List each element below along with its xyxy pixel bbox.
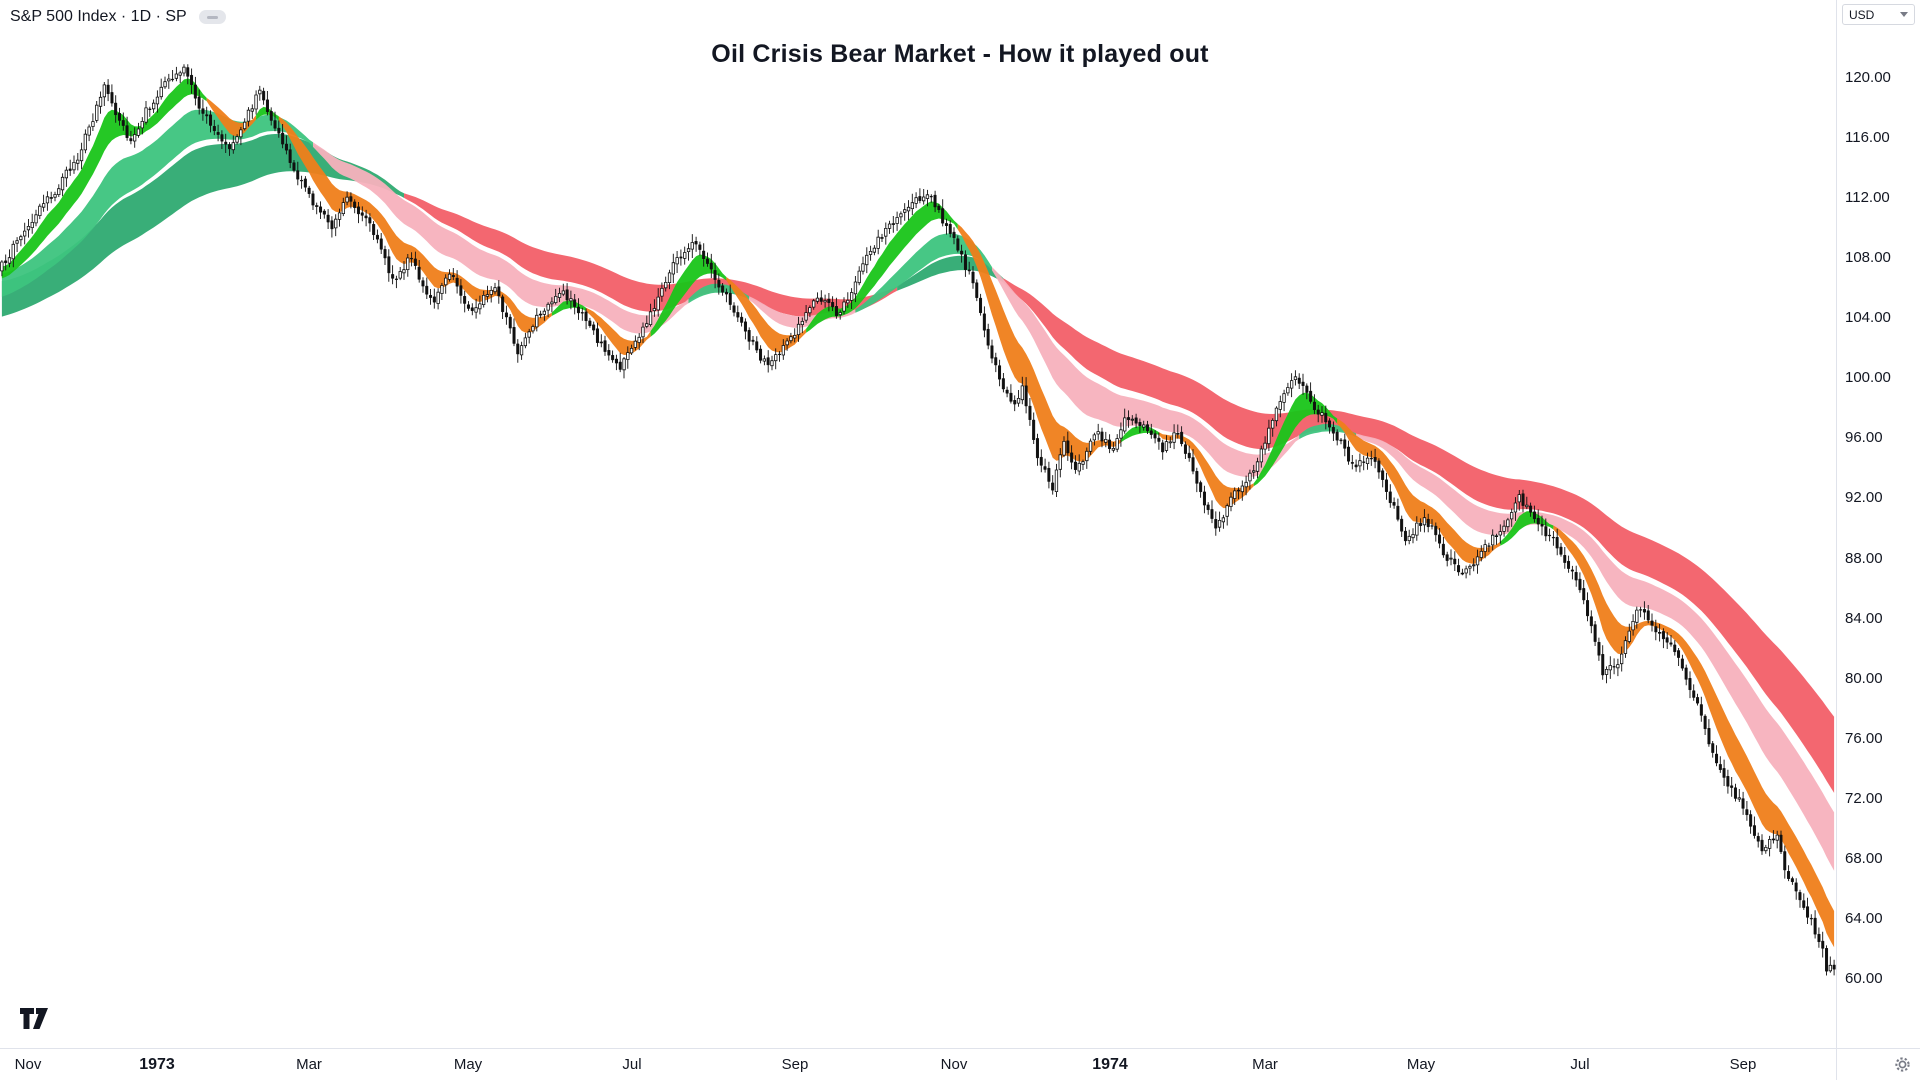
time-tick-label: May (1406, 1056, 1436, 1073)
time-tick-label: Mar (1252, 1056, 1278, 1073)
ribbon-segment (992, 267, 1300, 477)
ribbon-segment (650, 254, 727, 337)
price-tick-label: 120.00 (1845, 69, 1891, 87)
price-tick-label: 104.00 (1845, 309, 1891, 327)
candles-layer (0, 64, 1836, 976)
axis-corner (1836, 1048, 1920, 1080)
legend-collapse-icon (206, 15, 218, 19)
time-tick-label: May (453, 1056, 483, 1073)
price-tick-label: 72.00 (1845, 789, 1883, 807)
price-axis[interactable]: USD 120.00 116.00 112.00 108.00 104.00 100.00… (1836, 0, 1920, 1048)
time-axis[interactable]: Nov 1973 Mar May Jul Sep Nov 1974 Mar May Jul Sep (0, 1048, 1836, 1080)
time-tick-label: Nov (14, 1056, 42, 1073)
price-tick-label: 112.00 (1845, 189, 1890, 207)
price-tick-label: 60.00 (1845, 969, 1883, 987)
legend-collapse-pill[interactable] (198, 10, 226, 24)
time-tick-label: Jul (622, 1056, 642, 1073)
price-tick-label: 80.00 (1845, 669, 1883, 687)
tradingview-logo[interactable] (20, 1008, 48, 1029)
down-candle-bodies (4, 67, 1836, 972)
price-tick-label: 68.00 (1845, 849, 1883, 867)
price-tick-label: 116.00 (1845, 129, 1890, 147)
chart-annotation-title: Oil Crisis Bear Market - How it played o… (711, 40, 1209, 68)
ribbon-segment (749, 296, 856, 328)
price-tick-label: 108.00 (1845, 249, 1891, 267)
ribbon-slow (1, 133, 1835, 793)
time-tick-label: 1973 (139, 1056, 175, 1073)
price-tick-label: 96.00 (1845, 429, 1883, 447)
symbol-legend-row[interactable]: S&P 500 Index · 1D · SP (10, 8, 226, 26)
price-tick-label: 76.00 (1845, 729, 1883, 747)
up-candle-bodies (0, 66, 1832, 972)
time-tick-label: Jul (1570, 1056, 1590, 1073)
ribbon-segment (1003, 278, 1835, 793)
price-tick-label: 88.00 (1845, 549, 1883, 567)
ribbon-segment (1253, 392, 1338, 487)
ribbon-segment (1337, 418, 1501, 564)
ribbon-segment (957, 224, 1121, 462)
ribbon-segment (551, 300, 587, 316)
price-tick-label: 84.00 (1845, 609, 1883, 627)
ribbon-segment (1, 78, 207, 279)
ribbon-segment (1, 133, 405, 317)
ribbon-segment (855, 233, 992, 313)
currency-selector[interactable]: USD (1842, 4, 1915, 25)
time-tick-label: Mar (296, 1056, 322, 1073)
ribbon-segment (806, 201, 958, 333)
time-tick-label: Sep (1729, 1056, 1757, 1073)
ribbon-segment (1, 109, 314, 297)
time-tick-label: 1974 (1092, 1056, 1128, 1073)
price-tick-label: 92.00 (1845, 489, 1883, 507)
settings-gear-icon[interactable] (1894, 1056, 1911, 1073)
ribbon-segment (1158, 432, 1254, 509)
ribbon-segment (1500, 511, 1554, 546)
chart-plot-area[interactable] (0, 0, 1836, 1048)
time-tick-label: Nov (940, 1056, 968, 1073)
time-tick-label: Sep (781, 1056, 809, 1073)
symbol-title[interactable]: S&P 500 Index · 1D · SP (10, 8, 187, 25)
ribbon-segment (1120, 425, 1159, 443)
ribbon-segment (1553, 525, 1835, 948)
chevron-down-icon (1900, 12, 1908, 17)
ribbon-segment (726, 277, 807, 353)
price-tick-label: 100.00 (1845, 369, 1891, 387)
candlestick-chart[interactable] (0, 0, 1836, 1048)
currency-label: USD (1849, 7, 1875, 22)
price-tick-label: 64.00 (1845, 909, 1883, 927)
